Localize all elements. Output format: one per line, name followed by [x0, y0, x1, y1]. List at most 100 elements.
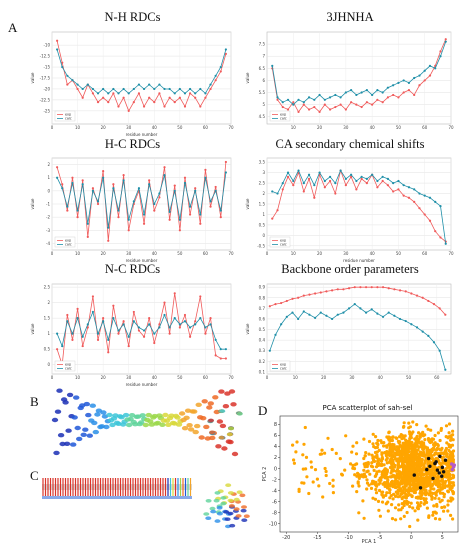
pca-point	[401, 476, 405, 480]
data-point-calc	[402, 184, 405, 187]
pca-point	[388, 438, 392, 442]
x-tick-label: 70	[448, 125, 454, 130]
data-point-calc	[328, 175, 332, 178]
data-point-calc	[376, 89, 379, 92]
pca-point	[448, 484, 453, 488]
x-tick-label: 10	[291, 125, 297, 130]
y-tick-label: -22.5	[40, 97, 51, 102]
data-point-exp	[423, 213, 426, 216]
ribbon-segment	[239, 493, 246, 498]
pca-point	[400, 472, 404, 476]
series-line-exp	[271, 169, 446, 242]
pca-point	[372, 445, 376, 449]
pca-point	[433, 496, 437, 500]
data-point-calc	[102, 87, 105, 91]
data-point-calc	[314, 316, 317, 319]
data-point-exp	[438, 307, 441, 310]
pca-point	[374, 465, 379, 469]
pca-point	[449, 499, 453, 503]
helix-base	[42, 496, 192, 499]
y-tick-label: 4.5	[259, 114, 266, 119]
data-point-calc	[153, 202, 156, 206]
data-point-calc	[271, 190, 274, 193]
pca-point	[387, 435, 391, 439]
pca-point	[383, 484, 387, 488]
ribbon-segment	[220, 496, 227, 500]
legend-label-exp: exp	[280, 239, 286, 243]
data-point-exp	[76, 87, 79, 91]
pca-point	[408, 524, 412, 529]
pca-point	[310, 465, 314, 469]
pca-point	[411, 463, 415, 467]
pca-point	[404, 480, 408, 484]
pca-point	[409, 501, 413, 505]
pca-y-tick-label: -4	[272, 488, 277, 494]
pca-point	[446, 463, 450, 467]
pca-point	[403, 472, 407, 476]
pca-point	[404, 448, 408, 452]
y-tick-label: -3	[46, 228, 50, 233]
data-point-exp	[194, 187, 197, 190]
data-point-exp	[323, 186, 326, 189]
ribbon-segment	[228, 389, 236, 394]
y-tick-label: 0.7	[259, 306, 266, 311]
pca-point	[402, 421, 406, 425]
pca-point	[439, 452, 443, 456]
pca-point	[375, 441, 379, 445]
pca-point	[309, 460, 313, 464]
data-point-exp	[122, 96, 125, 99]
data-point-exp	[355, 188, 358, 191]
pca-x-tick-label: 5	[441, 535, 444, 541]
pca-point	[414, 471, 419, 475]
x-tick-label: 30	[343, 251, 349, 256]
data-point-calc	[81, 335, 84, 338]
y-tick-label: 0.4	[259, 338, 266, 343]
ribbon-segment	[139, 413, 146, 418]
pca-point	[417, 455, 422, 460]
pca-point	[394, 477, 398, 481]
data-point-calc	[61, 344, 64, 348]
y-tick-label: 6	[262, 78, 265, 83]
data-point-calc	[428, 64, 432, 67]
pca-point	[400, 502, 404, 506]
protein-structure-b	[51, 388, 239, 457]
protein-structure-b-side	[207, 409, 243, 440]
data-point-calc	[444, 40, 447, 43]
data-point-exp	[127, 344, 130, 348]
x-tick-label: 40	[152, 125, 158, 130]
pca-point	[323, 451, 327, 455]
data-point-calc	[137, 83, 141, 86]
data-point-exp	[183, 176, 187, 179]
pca-x-tick-label: -15	[313, 535, 321, 541]
pca-point	[371, 496, 375, 500]
pca-point	[376, 459, 380, 463]
data-point-calc	[302, 181, 305, 185]
pca-point	[437, 488, 441, 492]
data-point-exp	[127, 109, 130, 112]
pca-point	[398, 494, 402, 498]
pca-point	[449, 438, 453, 442]
pca-point	[403, 434, 407, 438]
pca-point	[396, 469, 400, 473]
data-point-calc	[274, 333, 277, 336]
x-tick-label: 30	[343, 125, 349, 130]
pca-point	[430, 437, 434, 441]
pca-point	[427, 459, 431, 463]
ribbon-segment	[233, 497, 240, 502]
pca-point	[446, 490, 450, 494]
pca-point	[317, 484, 321, 488]
data-point-calc	[434, 67, 437, 70]
x-tick-label: 60	[203, 251, 209, 256]
data-point-exp	[132, 100, 135, 104]
ribbon-segment	[162, 412, 169, 418]
data-point-exp	[102, 96, 105, 99]
ribbon-segment	[63, 441, 71, 446]
data-point-calc	[168, 210, 171, 213]
pca-point	[386, 509, 390, 513]
pca-point	[300, 481, 304, 485]
data-point-exp	[117, 105, 120, 108]
data-point-calc	[219, 65, 222, 69]
pca-point	[421, 478, 425, 482]
data-point-exp	[102, 170, 105, 173]
pca-point	[422, 446, 426, 450]
